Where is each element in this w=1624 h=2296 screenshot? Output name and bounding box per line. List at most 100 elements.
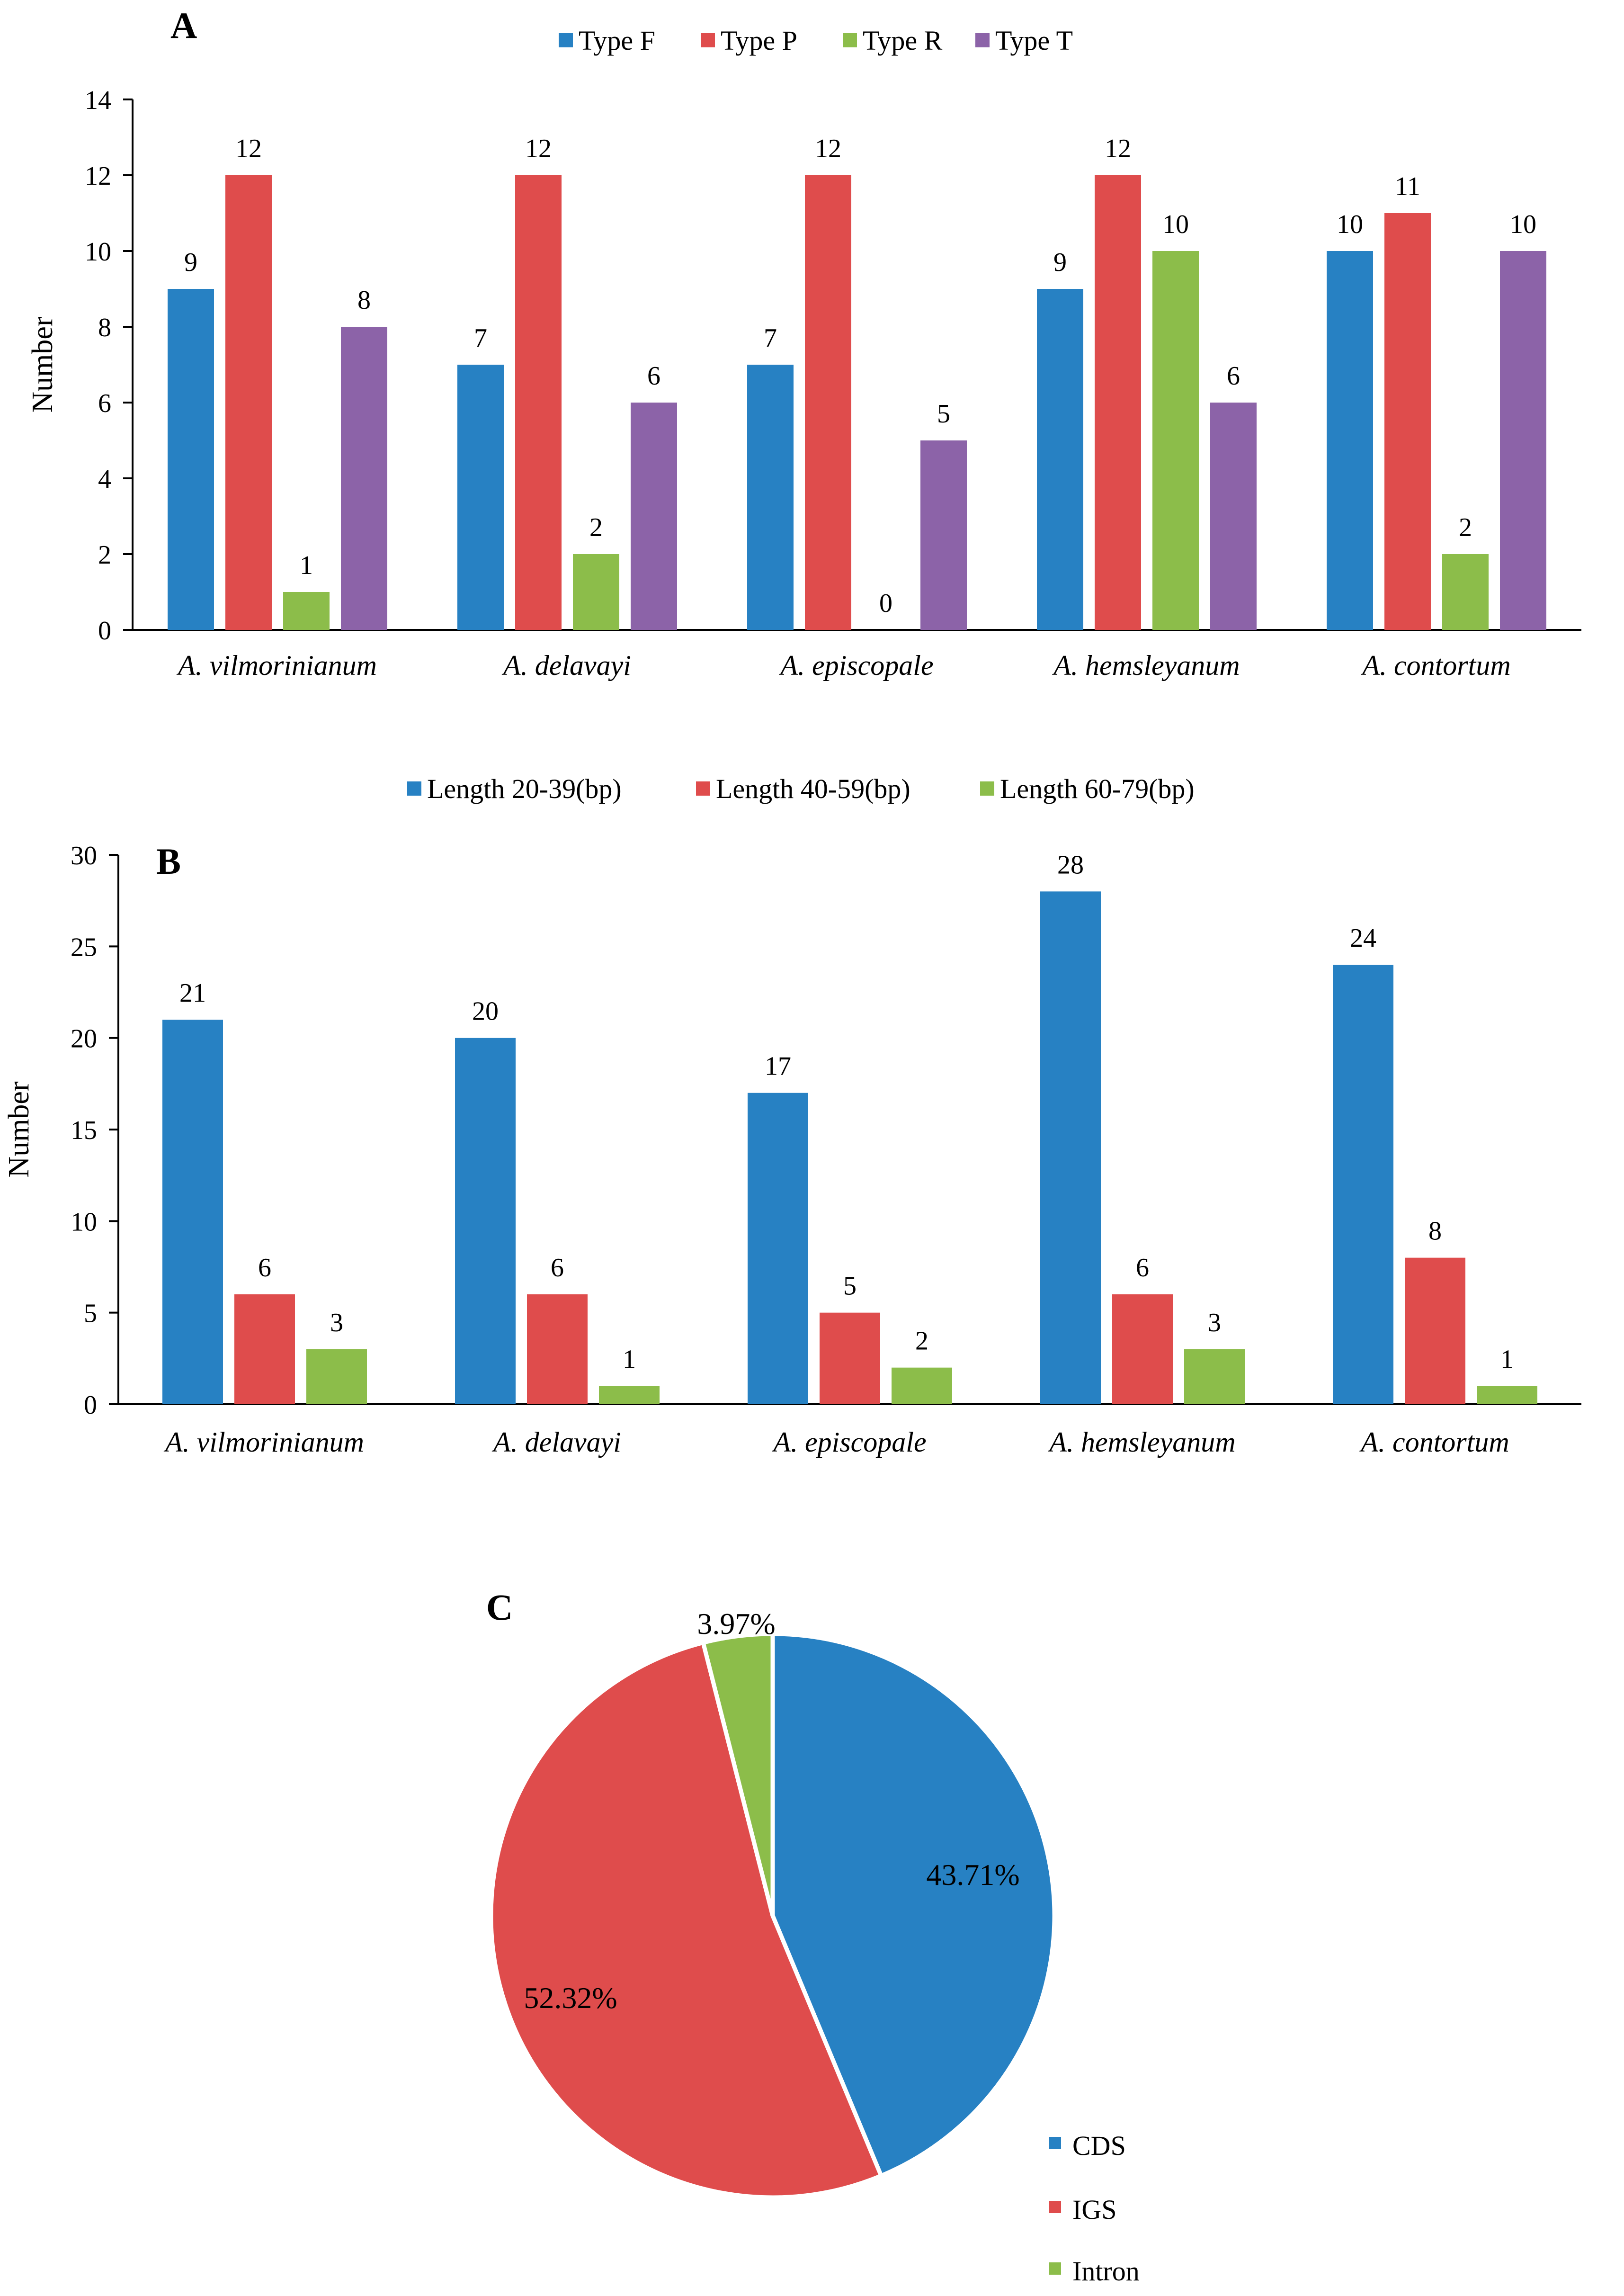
legend-label: Intron [1072, 2256, 1140, 2287]
bar-length-20-39-bp- [748, 1093, 808, 1404]
category-label: A. hemsleyanum [1047, 1426, 1235, 1458]
pie-slice-label: 3.97% [697, 1607, 775, 1641]
y-axis-title: Number [27, 316, 59, 413]
bar-type-p [225, 175, 272, 630]
data-label: 3 [330, 1308, 343, 1337]
category-label: A. delavayi [501, 650, 631, 681]
data-label: 10 [1162, 210, 1189, 239]
legend-swatch [1049, 2201, 1061, 2213]
bar-type-t [631, 403, 677, 630]
legend-label: IGS [1072, 2194, 1116, 2225]
bar-type-f [457, 365, 504, 630]
bar-length-20-39-bp- [1333, 965, 1393, 1404]
legend-label: Type T [995, 25, 1073, 56]
category-label: A. contortum [1359, 1426, 1509, 1458]
data-label: 17 [765, 1052, 791, 1081]
bar-type-t [1210, 403, 1257, 630]
bar-type-t [920, 440, 967, 630]
legend-label: Length 20-39(bp) [427, 773, 622, 804]
y-tick-label: 20 [71, 1024, 97, 1054]
legend-label: Length 40-59(bp) [716, 773, 910, 804]
data-label: 8 [1428, 1217, 1442, 1246]
bar-type-p [1095, 175, 1141, 630]
legend-swatch [407, 781, 421, 796]
bar-type-r [1442, 554, 1489, 630]
bar-length-40-59-bp- [820, 1312, 880, 1404]
panel-label: B [156, 841, 181, 882]
category-label: A. contortum [1360, 650, 1510, 681]
y-tick-label: 2 [98, 540, 111, 570]
bar-type-p [515, 175, 562, 630]
data-label: 6 [1227, 361, 1240, 391]
data-label: 0 [879, 589, 892, 618]
data-label: 6 [551, 1253, 564, 1283]
bar-type-r [1152, 251, 1199, 630]
data-label: 3 [1208, 1308, 1221, 1337]
y-tick-label: 0 [98, 616, 111, 646]
data-label: 2 [1459, 513, 1472, 542]
data-label: 11 [1395, 172, 1420, 201]
bar-type-f [168, 289, 214, 630]
data-label: 5 [937, 399, 950, 429]
y-tick-label: 4 [98, 465, 111, 494]
y-tick-label: 5 [84, 1299, 97, 1328]
pie-slice-label: 52.32% [524, 1981, 617, 2015]
category-label: A. episcopale [778, 650, 933, 681]
legend-label: Length 60-79(bp) [1000, 773, 1195, 804]
category-label: A. vilmorinianum [163, 1426, 364, 1458]
y-tick-label: 6 [98, 389, 111, 418]
data-label: 6 [258, 1253, 271, 1283]
data-label: 7 [474, 323, 487, 353]
legend-label: CDS [1072, 2130, 1126, 2161]
data-label: 21 [179, 978, 206, 1008]
bar-length-20-39-bp- [455, 1038, 516, 1404]
bar-type-f [747, 365, 794, 630]
legend-swatch [975, 33, 990, 47]
bar-length-20-39-bp- [1040, 891, 1101, 1404]
data-label: 12 [1105, 134, 1131, 163]
bar-type-t [341, 327, 387, 630]
y-tick-label: 15 [71, 1116, 97, 1145]
legend-label: Type P [721, 25, 797, 56]
legend-swatch [843, 33, 857, 47]
bar-length-60-79-bp- [1477, 1386, 1537, 1404]
bar-length-40-59-bp- [1112, 1294, 1173, 1404]
data-label: 1 [1500, 1345, 1514, 1374]
data-label: 10 [1510, 210, 1536, 239]
data-label: 7 [764, 323, 777, 353]
category-label: A. vilmorinianum [176, 650, 377, 681]
data-label: 2 [589, 513, 603, 542]
data-label: 8 [357, 286, 371, 315]
pie-slice-cds [770, 1632, 1057, 2179]
pie-chart-c: C 43.71% 52.32% 3.97% CDS IGS Intron [486, 1587, 1140, 2287]
data-label: 6 [647, 361, 660, 391]
bar-length-60-79-bp- [1184, 1349, 1245, 1404]
data-label: 12 [815, 134, 841, 163]
legend-swatch [980, 781, 994, 796]
data-label: 9 [1053, 248, 1067, 277]
bar-length-40-59-bp- [234, 1294, 295, 1404]
y-tick-label: 10 [71, 1207, 97, 1237]
bar-type-f [1327, 251, 1373, 630]
data-label: 12 [525, 134, 552, 163]
bar-length-60-79-bp- [599, 1386, 660, 1404]
category-label: A. delavayi [491, 1426, 621, 1458]
legend-swatch [696, 781, 710, 796]
data-label: 20 [472, 997, 499, 1026]
data-label: 1 [623, 1345, 636, 1374]
legend-label: Type R [863, 25, 943, 56]
pie-slice-label: 43.71% [926, 1858, 1019, 1892]
y-axis-title: Number [3, 1081, 35, 1178]
data-label: 24 [1350, 924, 1376, 953]
bar-length-60-79-bp- [892, 1367, 952, 1404]
bar-length-60-79-bp- [306, 1349, 367, 1404]
legend-swatch [559, 33, 573, 47]
bar-type-p [1384, 213, 1431, 630]
data-label: 5 [843, 1272, 857, 1301]
pie-slice-igs [489, 1640, 884, 2200]
bar-length-20-39-bp- [162, 1020, 223, 1404]
category-label: A. hemsleyanum [1052, 650, 1240, 681]
bar-type-p [805, 175, 851, 630]
